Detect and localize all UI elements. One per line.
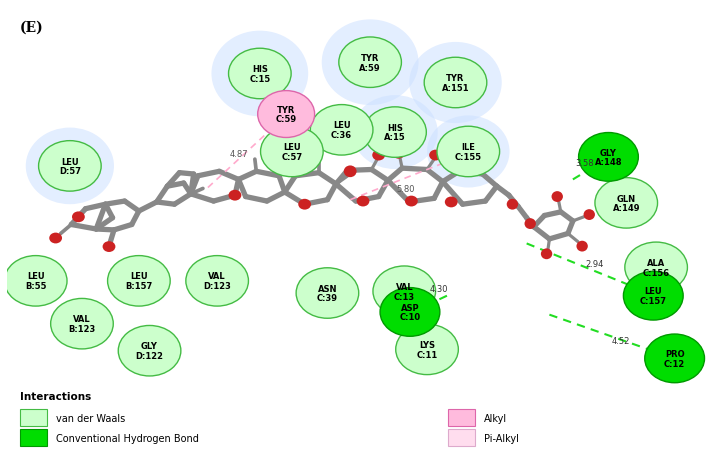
Ellipse shape	[405, 196, 417, 207]
Text: Pi-Alkyl: Pi-Alkyl	[484, 433, 519, 443]
Ellipse shape	[396, 325, 458, 375]
Ellipse shape	[72, 212, 85, 223]
Text: Alkyl: Alkyl	[484, 413, 507, 423]
Ellipse shape	[322, 20, 418, 106]
FancyBboxPatch shape	[20, 429, 47, 446]
FancyBboxPatch shape	[449, 429, 476, 446]
Ellipse shape	[380, 288, 440, 336]
Ellipse shape	[392, 149, 405, 159]
Text: Interactions: Interactions	[20, 392, 91, 401]
Text: VAL
C:13: VAL C:13	[393, 282, 415, 301]
Ellipse shape	[507, 199, 518, 210]
Ellipse shape	[107, 256, 170, 307]
Text: van der Waals: van der Waals	[56, 413, 125, 423]
Ellipse shape	[576, 241, 588, 252]
Text: 3.58: 3.58	[576, 158, 595, 168]
Ellipse shape	[372, 151, 385, 161]
Text: LEU
C:57: LEU C:57	[281, 143, 303, 162]
Text: LYS
C:11: LYS C:11	[417, 340, 438, 359]
Text: GLY
A:148: GLY A:148	[595, 148, 622, 167]
FancyBboxPatch shape	[449, 409, 476, 426]
Ellipse shape	[524, 218, 536, 230]
Text: LEU
B:157: LEU B:157	[126, 272, 152, 291]
Ellipse shape	[261, 127, 323, 177]
Ellipse shape	[211, 32, 309, 117]
Text: TYR
A:151: TYR A:151	[441, 74, 469, 93]
Ellipse shape	[445, 197, 457, 208]
Ellipse shape	[584, 210, 595, 220]
Ellipse shape	[339, 38, 401, 88]
Ellipse shape	[437, 127, 499, 177]
Ellipse shape	[344, 166, 356, 178]
Ellipse shape	[364, 107, 426, 158]
Ellipse shape	[186, 256, 248, 307]
Ellipse shape	[296, 268, 359, 319]
Ellipse shape	[373, 266, 436, 317]
Text: LEU
D:57: LEU D:57	[59, 157, 81, 176]
Ellipse shape	[310, 106, 373, 156]
Ellipse shape	[4, 256, 67, 307]
Text: 5.80: 5.80	[396, 185, 415, 194]
Ellipse shape	[552, 192, 563, 202]
Text: ASP
C:10: ASP C:10	[399, 303, 420, 322]
Ellipse shape	[229, 190, 241, 201]
Ellipse shape	[102, 241, 115, 252]
Text: 4.52: 4.52	[611, 336, 629, 346]
Ellipse shape	[624, 272, 683, 320]
Ellipse shape	[118, 326, 181, 376]
Ellipse shape	[229, 49, 291, 100]
Ellipse shape	[298, 199, 311, 210]
Ellipse shape	[429, 151, 442, 161]
Text: Conventional Hydrogen Bond: Conventional Hydrogen Bond	[56, 433, 198, 443]
Text: ILE
C:155: ILE C:155	[454, 143, 482, 162]
Text: VAL
D:123: VAL D:123	[203, 272, 231, 291]
Ellipse shape	[258, 91, 314, 138]
Text: 2.94: 2.94	[586, 259, 604, 268]
Ellipse shape	[25, 128, 114, 205]
Text: VAL
B:123: VAL B:123	[68, 314, 96, 333]
Ellipse shape	[541, 249, 552, 260]
Ellipse shape	[595, 178, 658, 229]
Text: 4.87: 4.87	[230, 150, 248, 158]
Ellipse shape	[38, 141, 101, 192]
Text: GLY
D:122: GLY D:122	[136, 341, 163, 360]
Text: LEU
C:157: LEU C:157	[640, 287, 666, 305]
Text: HIS
C:15: HIS C:15	[249, 65, 271, 84]
Ellipse shape	[356, 196, 370, 207]
Ellipse shape	[579, 133, 638, 182]
Ellipse shape	[625, 242, 688, 293]
FancyBboxPatch shape	[20, 409, 47, 426]
Text: ALA
C:156: ALA C:156	[643, 258, 669, 277]
Ellipse shape	[49, 233, 62, 244]
Text: HIS
A:15: HIS A:15	[384, 123, 406, 142]
Text: (E): (E)	[20, 20, 44, 34]
Ellipse shape	[427, 116, 510, 188]
Text: TYR
A:59: TYR A:59	[359, 54, 381, 73]
Text: TYR
C:59: TYR C:59	[276, 106, 297, 124]
Text: GLN
A:149: GLN A:149	[613, 194, 640, 213]
Ellipse shape	[409, 43, 502, 124]
Text: 4.30: 4.30	[430, 285, 449, 293]
Text: ASN
C:39: ASN C:39	[317, 284, 338, 302]
Ellipse shape	[424, 58, 487, 108]
Ellipse shape	[645, 334, 704, 383]
Ellipse shape	[352, 96, 438, 170]
Text: PRO
C:12: PRO C:12	[664, 349, 685, 368]
Text: LEU
C:36: LEU C:36	[331, 121, 352, 140]
Text: LEU
B:55: LEU B:55	[25, 272, 46, 291]
Ellipse shape	[51, 299, 113, 349]
